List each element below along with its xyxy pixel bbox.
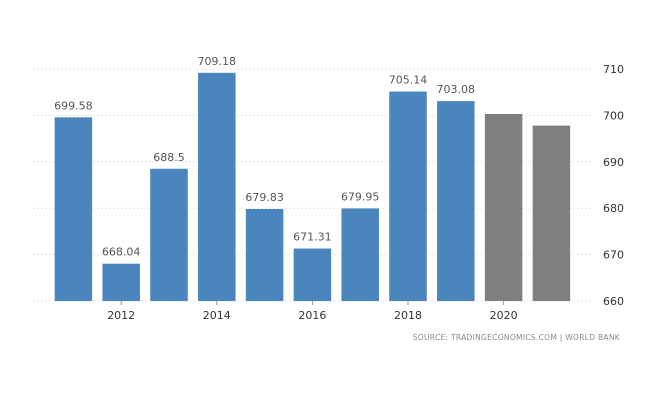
bar	[389, 91, 427, 301]
x-tick-label: 2016	[298, 309, 326, 322]
forecast-bar	[484, 114, 523, 302]
bar	[293, 248, 332, 301]
bar	[437, 101, 475, 302]
bar	[54, 117, 93, 301]
data-label: 679.95	[341, 190, 380, 203]
bar	[198, 72, 236, 301]
y-tick-label: 710	[603, 63, 624, 76]
y-tick-label: 690	[603, 156, 624, 169]
forecast-bar	[532, 125, 571, 301]
y-tick-label: 670	[603, 249, 624, 262]
x-tick-label: 2012	[107, 309, 135, 322]
bar	[245, 208, 284, 301]
data-label: 679.83	[245, 191, 284, 204]
bar	[102, 263, 140, 301]
x-tick-label: 2018	[394, 309, 422, 322]
data-label: 699.58	[54, 99, 93, 112]
y-tick-label: 700	[603, 109, 624, 122]
data-label: 688.5	[153, 151, 185, 164]
x-tick-label: 2014	[203, 309, 231, 322]
data-label: 671.31	[293, 231, 332, 244]
data-label: 709.18	[198, 55, 237, 68]
bar	[150, 168, 188, 301]
data-label: 668.04	[102, 246, 141, 259]
bar	[341, 208, 379, 301]
data-label: 703.08	[437, 83, 476, 96]
data-label: 705.14	[389, 74, 428, 87]
source-note: SOURCE: TRADINGECONOMICS.COM | WORLD BAN…	[412, 333, 620, 342]
x-tick-label: 2020	[490, 309, 518, 322]
y-tick-label: 680	[603, 202, 624, 215]
y-tick-label: 660	[603, 295, 624, 308]
